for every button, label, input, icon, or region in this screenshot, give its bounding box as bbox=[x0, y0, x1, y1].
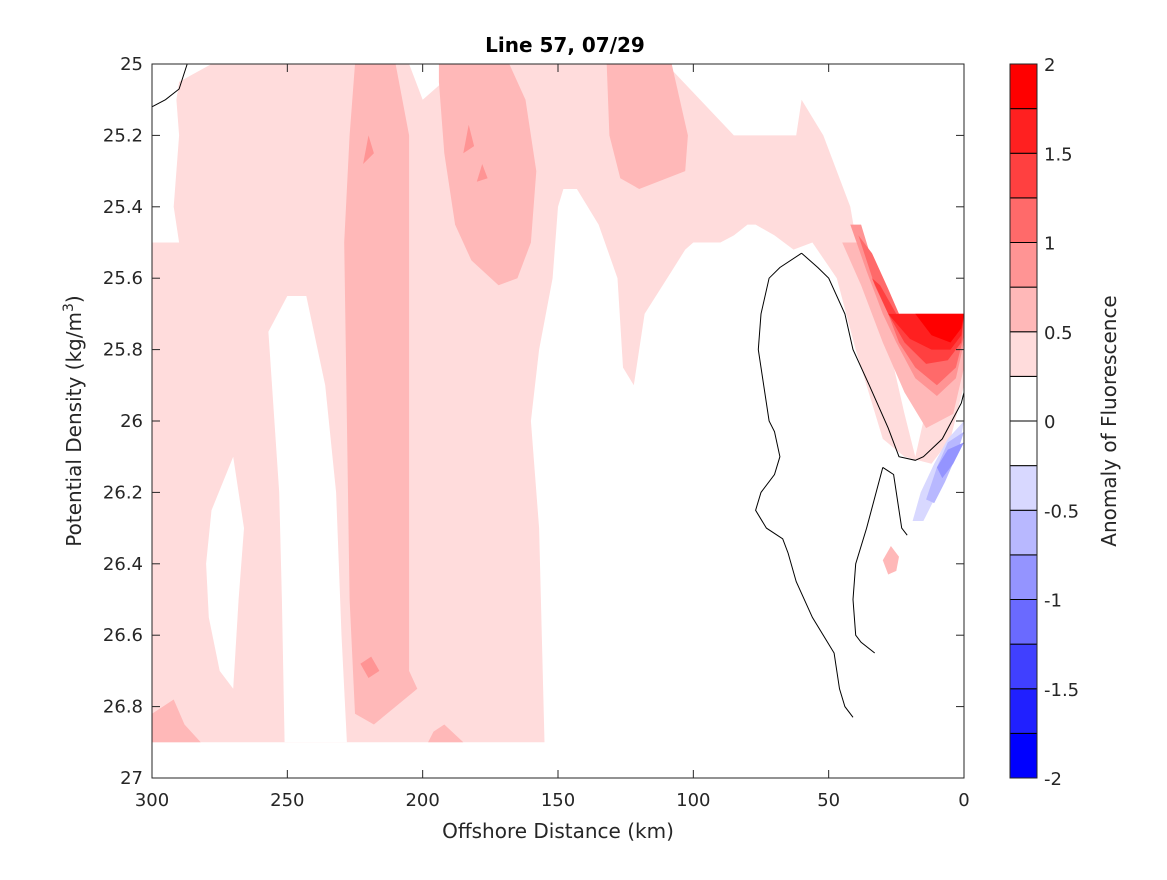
contour-region-18 bbox=[915, 313, 964, 343]
contour-region-23 bbox=[882, 546, 899, 575]
colorbar-tick-label: 1 bbox=[1044, 234, 1055, 255]
colorbar-segment bbox=[1009, 152, 1038, 199]
y-tick-label: 26 bbox=[120, 411, 143, 432]
colorbar-segment bbox=[1009, 420, 1038, 467]
colorbar-segment bbox=[1009, 643, 1038, 690]
colorbar-segment bbox=[1009, 331, 1038, 377]
colorbar-tick-label: 0 bbox=[1044, 412, 1055, 433]
y-axis-label-close: ) bbox=[62, 295, 86, 303]
contour-region-2 bbox=[206, 456, 244, 689]
colorbar-segment bbox=[1009, 509, 1038, 556]
contour-region-4 bbox=[344, 64, 418, 725]
y-tick-label: 25.6 bbox=[103, 268, 143, 289]
colorbar-label: Anomaly of Fluorescence bbox=[1097, 295, 1121, 546]
y-axis-label: Potential Density (kg/m3) bbox=[61, 295, 86, 546]
x-axis-label: Offshore Distance (km) bbox=[442, 819, 674, 843]
y-axis-label-main: Potential Density (kg/m bbox=[62, 312, 86, 547]
y-tick-label: 25.8 bbox=[103, 340, 143, 361]
colorbar-ticks: -2 -1.5 -1 -0.5 0 0.5 1 1.5 2 bbox=[1044, 55, 1079, 790]
contour-region-6 bbox=[606, 64, 688, 189]
colorbar-segment bbox=[1009, 242, 1038, 288]
contour-region-10 bbox=[363, 135, 374, 164]
contour-region-3 bbox=[625, 653, 694, 743]
zero-contour-line-2 bbox=[801, 252, 964, 461]
zero-contour-lines bbox=[152, 64, 964, 718]
colorbar-segment bbox=[1009, 375, 1038, 422]
colorbar-tick-label: -0.5 bbox=[1044, 501, 1079, 522]
zero-contour-line-4 bbox=[852, 467, 884, 654]
x-tick-label: 200 bbox=[405, 790, 439, 811]
colorbar bbox=[1009, 63, 1038, 779]
x-tick-label: 150 bbox=[541, 790, 575, 811]
x-tick-label: 300 bbox=[135, 790, 169, 811]
colorbar-segment bbox=[1009, 732, 1038, 779]
colorbar-frame bbox=[1009, 63, 1038, 779]
colorbar-segment bbox=[1009, 554, 1038, 600]
x-tick-label: 50 bbox=[817, 790, 840, 811]
colorbar-tick-label: -1 bbox=[1044, 591, 1062, 612]
y-tick-label: 26.8 bbox=[103, 697, 143, 718]
colorbar-segment bbox=[1009, 286, 1038, 333]
y-axis-label-superscript: 3 bbox=[61, 303, 77, 312]
x-axis-ticks: 300 250 200 150 100 50 0 bbox=[135, 64, 970, 811]
x-tick-label: 100 bbox=[676, 790, 710, 811]
y-tick-label: 26.6 bbox=[103, 625, 143, 646]
zero-contour-line-1 bbox=[755, 252, 854, 718]
colorbar-segment bbox=[1009, 465, 1038, 511]
y-tick-label: 26.2 bbox=[103, 482, 143, 503]
y-tick-label: 25 bbox=[120, 54, 143, 75]
contour-region-1 bbox=[268, 296, 347, 743]
colorbar-tick-label: 0.5 bbox=[1044, 323, 1073, 344]
colorbar-segment bbox=[1009, 599, 1038, 645]
colorbar-tick-label: 2 bbox=[1044, 55, 1055, 76]
contour-region-5 bbox=[438, 64, 537, 286]
contour-region-22 bbox=[936, 442, 964, 479]
colorbar-tick-label: -1.5 bbox=[1044, 680, 1079, 701]
contour-region-12 bbox=[476, 164, 488, 182]
colorbar-tick-label: -2 bbox=[1044, 769, 1062, 790]
contour-region-8 bbox=[428, 724, 464, 743]
y-tick-label: 26.4 bbox=[103, 554, 143, 575]
colorbar-segment bbox=[1009, 197, 1038, 243]
colorbar-segment bbox=[1009, 688, 1038, 734]
y-tick-label: 25.4 bbox=[103, 197, 143, 218]
contour-region-19 bbox=[899, 413, 964, 529]
contour-region-11 bbox=[463, 124, 475, 154]
zero-contour-line-0 bbox=[152, 64, 188, 108]
filled-contour-regions bbox=[152, 64, 964, 743]
colorbar-tick-label: 1.5 bbox=[1044, 144, 1073, 165]
y-tick-label: 27 bbox=[120, 768, 143, 789]
colorbar-segment bbox=[1009, 63, 1038, 110]
y-axis-ticks: 25 25.2 25.4 25.6 25.8 26 26.2 26.4 26.6 26.8 27 bbox=[103, 54, 964, 789]
chart-title: Line 57, 07/29 bbox=[485, 33, 645, 57]
contour-region-13 bbox=[360, 656, 380, 678]
y-tick-label: 25.2 bbox=[103, 125, 143, 146]
x-tick-label: 250 bbox=[270, 790, 304, 811]
zero-contour-line-3 bbox=[882, 466, 908, 536]
x-tick-label: 0 bbox=[958, 790, 969, 811]
contour-region-7 bbox=[152, 699, 201, 743]
colorbar-segment bbox=[1009, 108, 1038, 154]
